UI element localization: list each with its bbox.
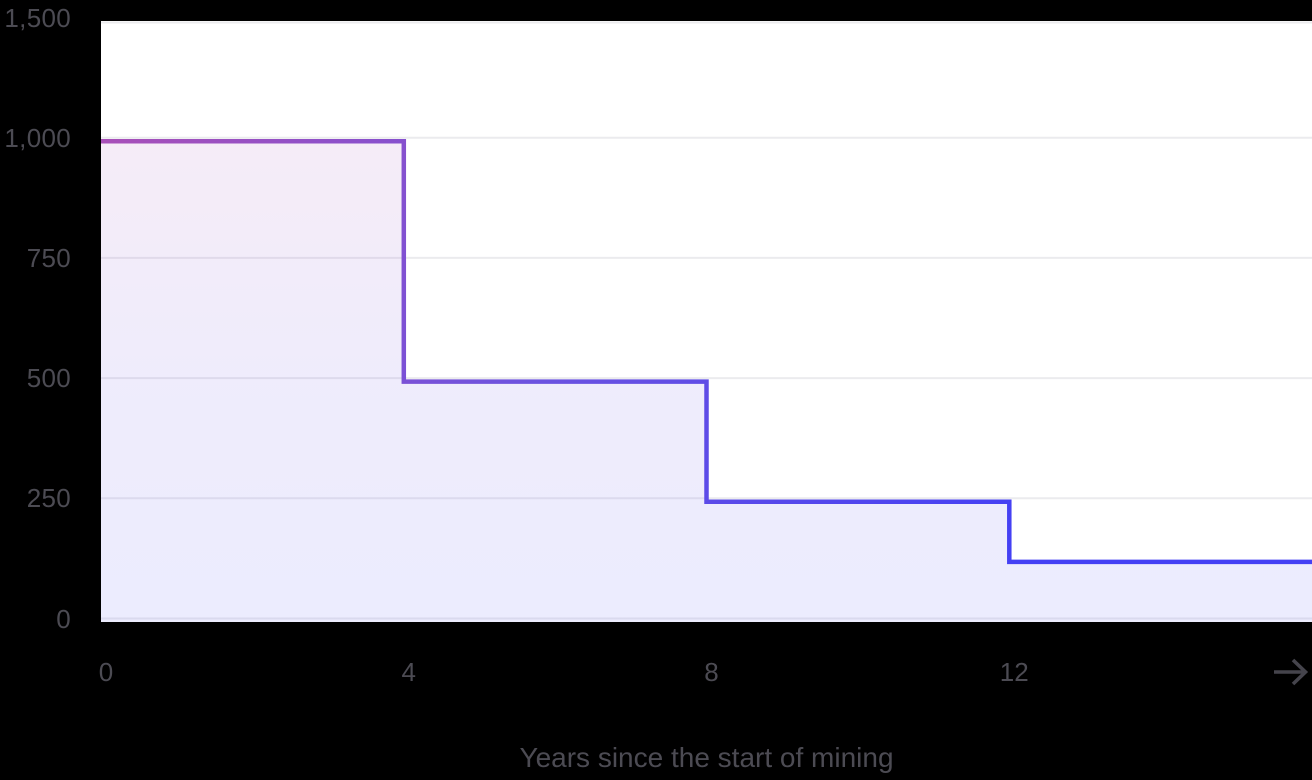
y-axis-tick-label: 1,500	[4, 2, 71, 33]
x-axis-tick-label: 0	[98, 657, 114, 687]
y-axis-tick-label: 1,000	[4, 122, 71, 153]
x-axis-tick-label: 8	[704, 657, 719, 687]
x-axis-arrow-icon	[1274, 658, 1309, 686]
series-line	[101, 138, 1312, 565]
y-axis-tick-label: 750	[26, 242, 71, 273]
x-axis-title: Years since the start of mining	[519, 742, 894, 773]
y-axis-tick-label: 0	[56, 603, 71, 634]
x-axis-tick-label: 12	[999, 657, 1029, 687]
y-axis-tick-label: 500	[26, 363, 71, 394]
y-axis-tick-label: 250	[26, 483, 71, 514]
x-axis-tick-label: 4	[401, 657, 416, 687]
